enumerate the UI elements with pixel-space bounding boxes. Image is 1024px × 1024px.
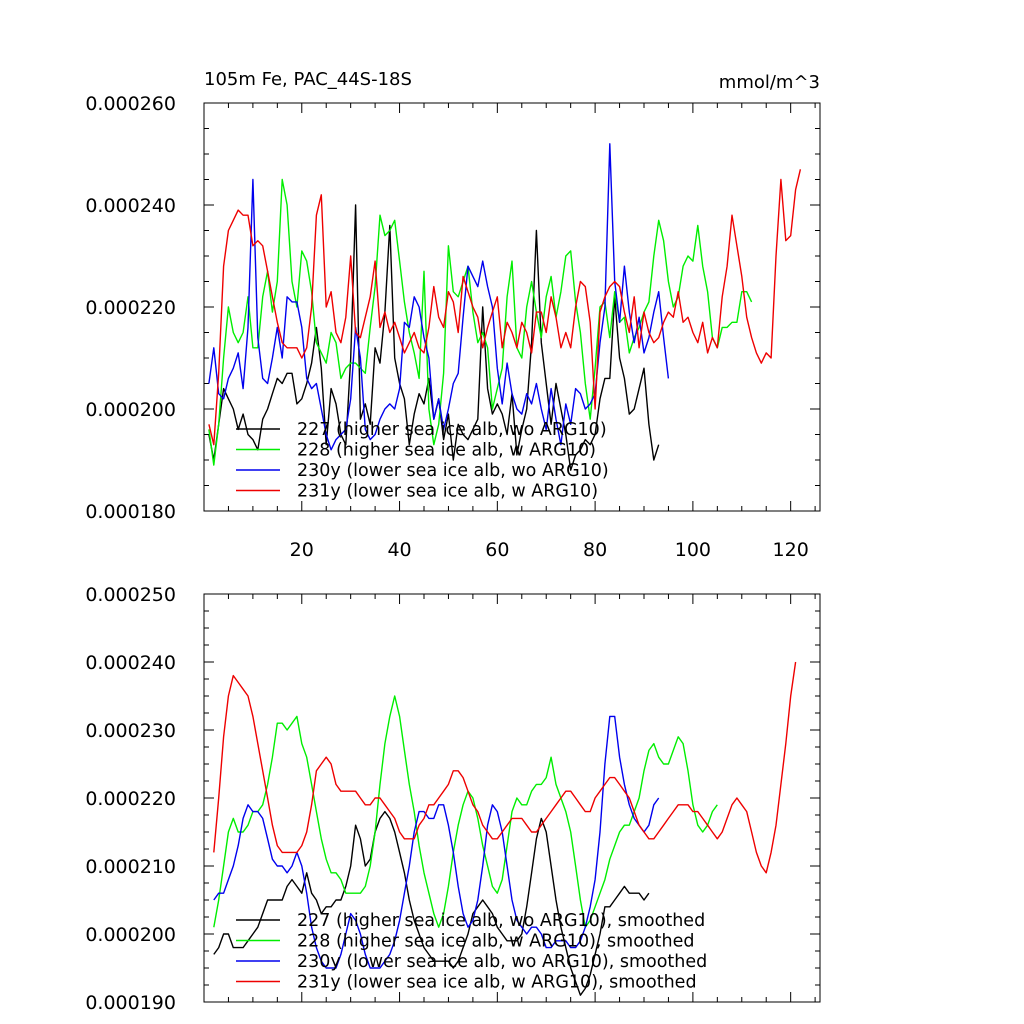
x-tick-label: 60 (485, 539, 509, 561)
series-line-227 (213, 810, 650, 996)
x-tick-label: 40 (387, 539, 411, 561)
y-tick-label: 0.000200 (85, 924, 176, 946)
y-tick-label: 0.000220 (85, 788, 176, 810)
legend-label-231y: 231y (lower sea ice alb, w ARG10), smoot… (297, 973, 697, 993)
y-tick-label: 0.000230 (85, 720, 176, 742)
legend-label-228: 228 (higher sea ice alb, w ARG10) (297, 441, 596, 461)
series-line-231y (208, 169, 802, 446)
y-tick-label: 0.000180 (85, 501, 176, 523)
series-line-230y (208, 143, 670, 451)
legend-label-228: 228 (higher sea ice alb, w ARG10), smoot… (297, 932, 694, 952)
legend-label-230y: 230y (lower sea ice alb, wo ARG10) (297, 461, 609, 481)
y-tick-label: 0.000240 (85, 195, 176, 217)
x-tick-label: 100 (675, 539, 711, 561)
legend-label-230y: 230y (lower sea ice alb, wo ARG10), smoo… (297, 952, 707, 972)
y-tick-label: 0.000200 (85, 399, 176, 421)
y-tick-label: 0.000260 (85, 93, 176, 115)
y-tick-label: 0.000250 (85, 584, 176, 606)
y-tick-label: 0.000220 (85, 297, 176, 319)
legend-label-231y: 231y (lower sea ice alb, w ARG10) (297, 482, 598, 502)
series-line-231y (213, 661, 797, 874)
smoothed-panel: 0.000190 0.000200 0.000210 0.000220 0.000230… (85, 584, 821, 1014)
legend-label-227: 227 (higher sea ice alb, wo ARG10), smoo… (297, 911, 705, 931)
y-tick-label: 0.000190 (85, 992, 176, 1014)
legend-label-227: 227 (higher sea ice alb, wo ARG10) (297, 420, 607, 440)
y-tick-label: 0.000240 (85, 652, 176, 674)
y-tick-label: 0.000210 (85, 856, 176, 878)
series-line-230y (213, 715, 660, 969)
chart-title: 105m Fe, PAC_44S-18S (204, 69, 412, 90)
x-tick-label: 20 (290, 539, 314, 561)
series-line-228 (208, 178, 753, 466)
series-line-228 (213, 695, 718, 928)
x-tick-label: 80 (583, 539, 607, 561)
x-tick-label: 120 (773, 539, 809, 561)
units-label: mmol/m^3 (719, 72, 820, 93)
raw-panel: 0.000180 0.000200 0.000220 0.000240 0.000260… (85, 93, 821, 561)
